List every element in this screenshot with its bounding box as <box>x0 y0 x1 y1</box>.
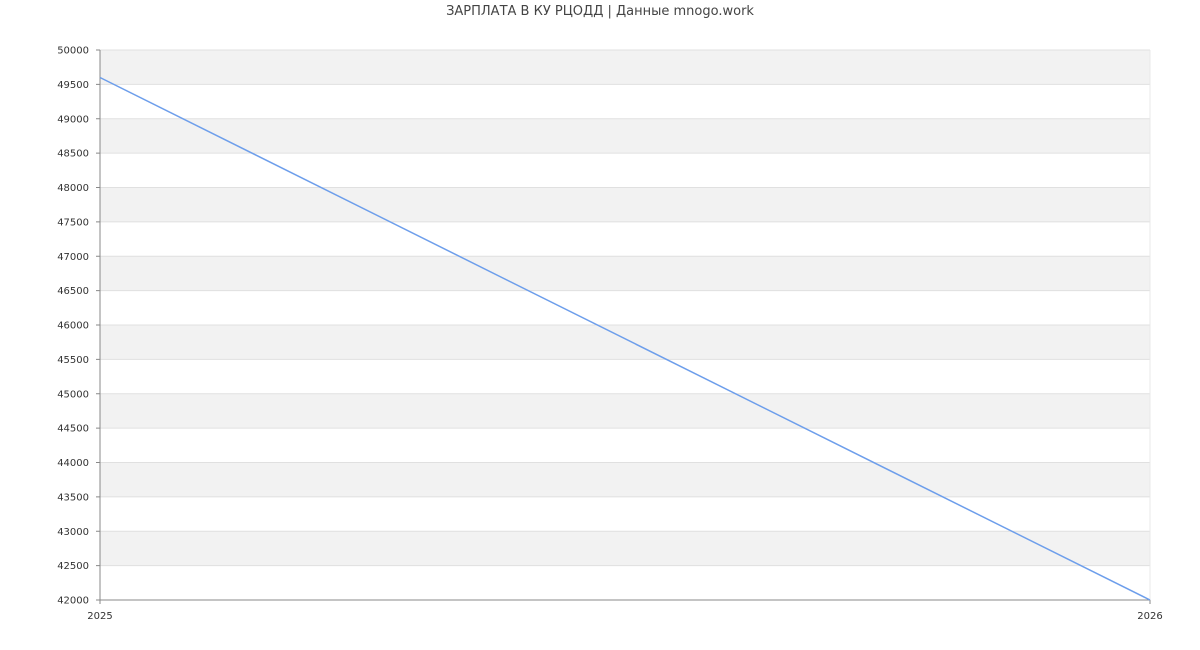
y-tick-label: 43500 <box>57 492 89 503</box>
y-tick-label: 47000 <box>57 252 89 263</box>
y-tick-label: 45000 <box>57 389 89 400</box>
x-tick-label: 2025 <box>87 611 112 622</box>
y-tick-label: 42500 <box>57 561 89 572</box>
y-tick-label: 46500 <box>57 286 89 297</box>
y-tick-label: 50000 <box>57 46 89 57</box>
y-tick-label: 44000 <box>57 458 89 469</box>
grid-band <box>100 531 1150 566</box>
grid-band <box>100 462 1150 497</box>
y-tick-label: 48000 <box>57 183 89 194</box>
series-line <box>99 76 1151 601</box>
y-tick-label: 47500 <box>57 217 89 228</box>
grid-band <box>100 187 1150 222</box>
grid-band <box>100 50 1150 85</box>
y-tick-label: 42000 <box>57 596 89 607</box>
y-tick-label: 43000 <box>57 527 89 538</box>
y-tick-label: 49000 <box>57 114 89 125</box>
grid-band <box>100 256 1150 291</box>
y-tick-label: 48500 <box>57 149 89 160</box>
y-tick-label: 49500 <box>57 80 89 91</box>
y-tick-label: 44500 <box>57 424 89 435</box>
y-tick-label: 46000 <box>57 321 89 332</box>
x-tick-label: 2026 <box>1137 611 1162 622</box>
grid-band <box>100 118 1150 154</box>
grid-band <box>100 393 1150 429</box>
chart-title: ЗАРПЛАТА В КУ РЦОДД | Данные mnogo.work <box>446 4 754 19</box>
y-tick-label: 45500 <box>57 355 89 366</box>
grid-band <box>100 325 1150 360</box>
